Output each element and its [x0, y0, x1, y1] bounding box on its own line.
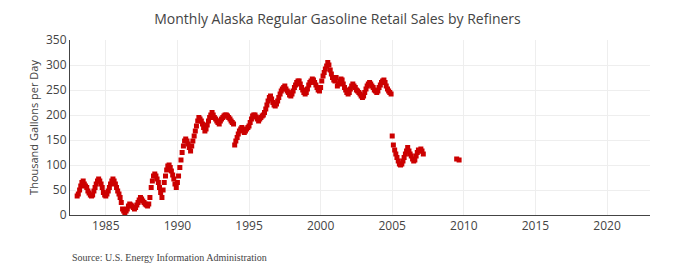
svg-text:150: 150 [46, 131, 67, 148]
svg-text:350: 350 [46, 31, 67, 48]
svg-text:Source: U.S. Energy Informatio: Source: U.S. Energy Information Administ… [72, 252, 267, 263]
svg-text:300: 300 [46, 56, 67, 73]
svg-text:1995: 1995 [235, 217, 263, 234]
svg-text:50: 50 [53, 181, 67, 198]
svg-text:0: 0 [60, 206, 67, 223]
svg-text:2005: 2005 [378, 217, 406, 234]
svg-text:250: 250 [46, 81, 67, 98]
svg-text:Monthly Alaska Regular Gasolin: Monthly Alaska Regular Gasoline Retail S… [154, 9, 521, 28]
svg-text:2020: 2020 [593, 217, 621, 234]
svg-text:2010: 2010 [450, 217, 478, 234]
svg-text:1985: 1985 [92, 217, 120, 234]
svg-text:2015: 2015 [522, 217, 550, 234]
svg-text:100: 100 [46, 156, 67, 173]
svg-text:2000: 2000 [307, 217, 335, 234]
svg-text:1990: 1990 [164, 217, 192, 234]
svg-text:Thousand Gallons per Day: Thousand Gallons per Day [26, 60, 41, 195]
svg-text:200: 200 [46, 106, 67, 123]
